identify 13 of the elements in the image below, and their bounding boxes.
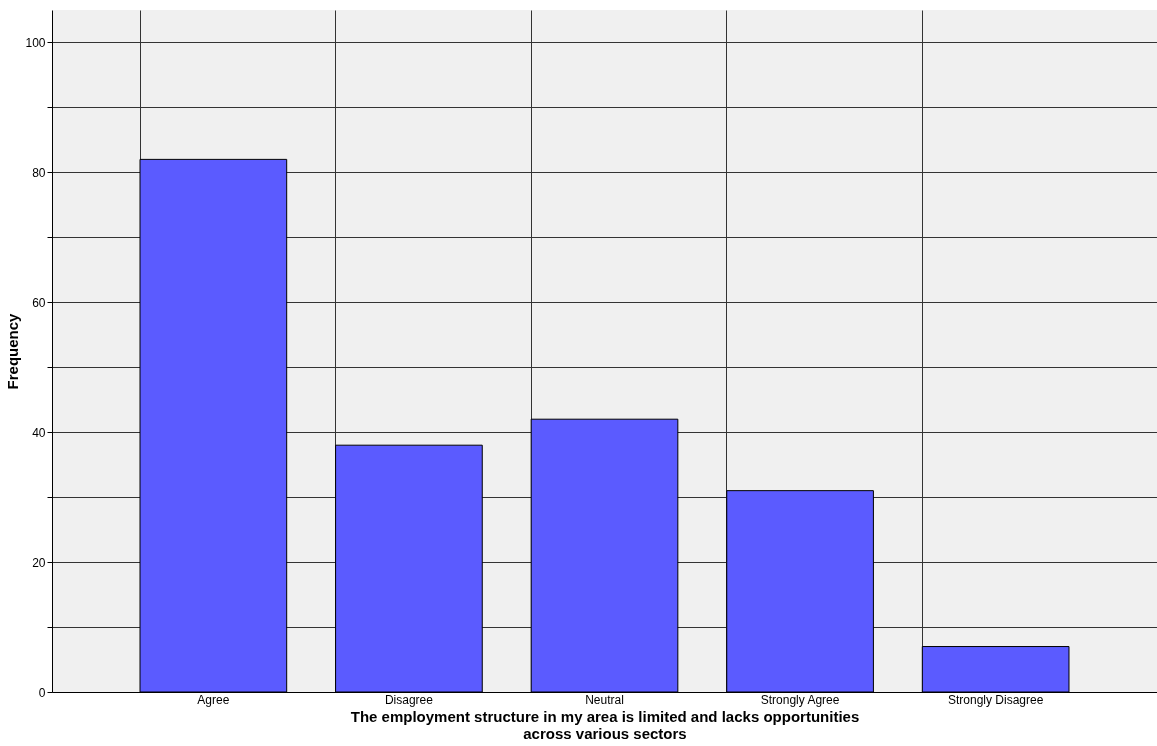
x-tick-label: Neutral (585, 692, 624, 707)
y-tick-label: 0 (38, 685, 46, 700)
y-tick-label: 20 (32, 555, 46, 570)
x-tick-label: Strongly Disagree (947, 692, 1044, 707)
y-tick-label: 60 (32, 295, 46, 310)
x-tick-label: Strongly Agree (760, 692, 840, 707)
x-axis-title: The employment structure in my area is limited and lacks opportunities across various sectors (350, 707, 860, 742)
y-axis-title: Frequency (4, 312, 22, 390)
y-tick-label: 100 (25, 35, 46, 50)
x-tick-label: Agree (197, 692, 230, 707)
y-tick-label: 80 (32, 165, 46, 180)
y-tick-label: 40 (32, 425, 46, 440)
x-tick-label: Disagree (384, 692, 434, 707)
